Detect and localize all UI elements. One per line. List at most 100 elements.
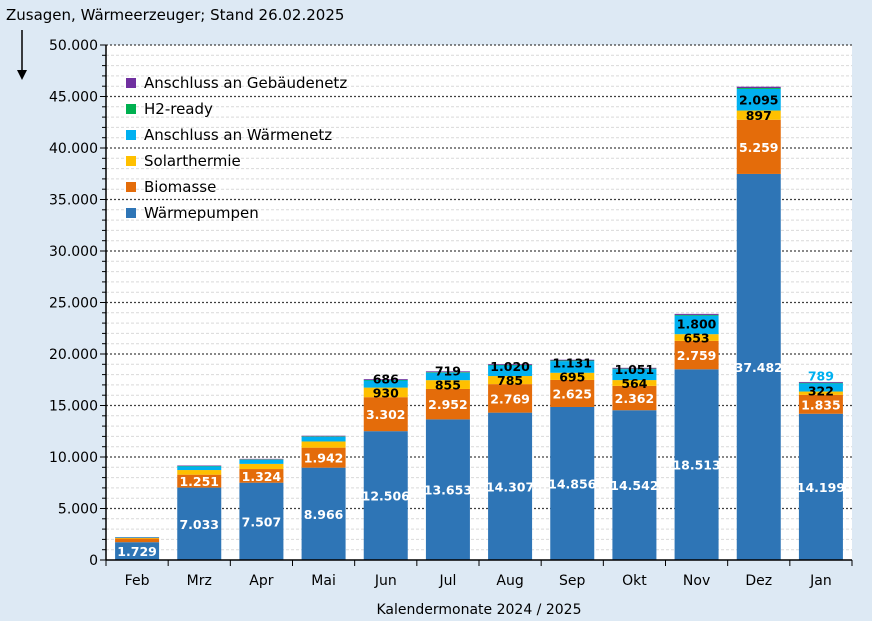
legend-swatch	[126, 156, 136, 166]
x-axis-label: Kalendermonate 2024 / 2025	[377, 602, 582, 618]
bar-segment	[301, 436, 346, 442]
data-label: 37.482	[735, 360, 783, 375]
arrow-head-icon	[17, 70, 27, 80]
y-tick-label: 35.000	[49, 193, 98, 209]
data-label: 322	[808, 383, 834, 398]
data-label: 930	[373, 385, 399, 400]
bar-segment	[115, 542, 160, 560]
data-label: 686	[373, 371, 399, 386]
legend-swatch	[126, 208, 136, 218]
bar-segment	[177, 474, 222, 488]
bar-segment	[363, 431, 408, 560]
data-label: 1.800	[677, 317, 717, 332]
data-label: 653	[684, 331, 710, 346]
bar-segment	[550, 379, 595, 407]
data-label: 2.759	[677, 348, 717, 363]
data-label: 2.095	[739, 93, 779, 108]
data-label: 1.251	[179, 474, 219, 489]
bar-segment	[736, 173, 781, 560]
bar-segment	[301, 441, 346, 448]
bar-segment	[239, 458, 284, 460]
bar-segment	[798, 382, 843, 384]
x-tick-label: Aug	[496, 573, 523, 589]
x-tick-label: Mai	[311, 573, 336, 589]
bar-segment	[301, 467, 346, 560]
bar-segment	[674, 369, 719, 560]
legend-label: Biomasse	[144, 178, 216, 196]
data-label: 2.362	[615, 391, 655, 406]
y-tick-label: 10.000	[49, 450, 98, 466]
bar-segment	[550, 361, 595, 373]
x-tick-label: Jun	[374, 573, 397, 589]
bar-segment	[488, 384, 533, 413]
bar-segment	[674, 315, 719, 335]
data-label: 1.324	[242, 469, 282, 484]
data-label: 12.506	[362, 489, 411, 504]
bar-segment	[488, 364, 533, 365]
chart-title: Zusagen, Wärmeerzeuger; Stand 26.02.2025	[6, 6, 344, 24]
data-label: 897	[746, 108, 772, 123]
bar-segment	[488, 376, 533, 385]
bar-segment	[425, 388, 470, 420]
bar-segment	[301, 447, 346, 468]
x-tick-label: Apr	[249, 573, 273, 589]
x-tick-label: Nov	[683, 573, 710, 589]
y-tick-label: 15.000	[49, 399, 98, 415]
bar-segment	[612, 385, 657, 411]
y-tick-label: 30.000	[49, 244, 98, 260]
legend-label: Anschluss an Wärmenetz	[144, 126, 332, 144]
legend-label: H2-ready	[144, 100, 213, 118]
data-label: 2.625	[552, 386, 592, 401]
bar-segment	[488, 364, 533, 366]
data-label: 789	[808, 368, 834, 383]
data-label: 1.835	[801, 397, 841, 412]
bar-segment	[550, 372, 595, 380]
bar-segment	[550, 406, 595, 560]
bar-segment	[798, 394, 843, 414]
bar-segment	[798, 391, 843, 395]
gridlines	[106, 44, 852, 551]
bar-segment	[488, 412, 533, 560]
bar-segment	[550, 360, 595, 362]
bar-segment	[674, 334, 719, 341]
bar-segment	[612, 410, 657, 560]
data-label: 1.942	[304, 451, 344, 466]
x-tick-label: Okt	[622, 573, 647, 589]
data-label: 14.542	[610, 478, 658, 493]
bar-segment	[363, 379, 408, 380]
x-tick-label: Sep	[559, 573, 586, 589]
bar-segment	[798, 381, 843, 383]
data-label: 2.769	[490, 391, 530, 406]
bar-segment	[115, 537, 160, 539]
bar-segment	[736, 110, 781, 120]
y-tick-label: 0	[89, 553, 98, 569]
x-tick-label: Feb	[125, 573, 150, 589]
bar-segment	[363, 397, 408, 432]
legend-swatch	[126, 182, 136, 192]
x-tick-label: Dez	[745, 573, 772, 589]
bar-segment	[363, 380, 408, 388]
bar-segment	[798, 413, 843, 560]
data-label: 855	[435, 378, 461, 393]
data-label: 719	[435, 364, 461, 379]
data-label: 695	[559, 369, 585, 384]
y-tick-label: 40.000	[49, 141, 98, 157]
legend-label: Anschluss an Gebäudenetz	[144, 74, 347, 92]
data-label: 8.966	[304, 507, 344, 522]
bar-segment	[115, 538, 160, 543]
y-axis: 0 5.000 10.000 15.000 20.000 25.000 30.000 35.0…	[49, 38, 107, 569]
bar-segment	[301, 435, 346, 437]
data-label: 2.952	[428, 397, 468, 412]
data-label: 18.513	[672, 458, 720, 473]
bar-segment	[550, 359, 595, 361]
legend-swatch	[126, 104, 136, 114]
bar-segment	[239, 463, 284, 470]
data-label: 564	[621, 376, 647, 391]
bar-segment	[612, 367, 657, 369]
bar-segment	[674, 313, 719, 315]
data-label: 14.856	[548, 476, 597, 491]
bar-segment	[239, 482, 284, 560]
legend-swatch	[126, 78, 136, 88]
x-tick-label: Jul	[438, 573, 456, 589]
